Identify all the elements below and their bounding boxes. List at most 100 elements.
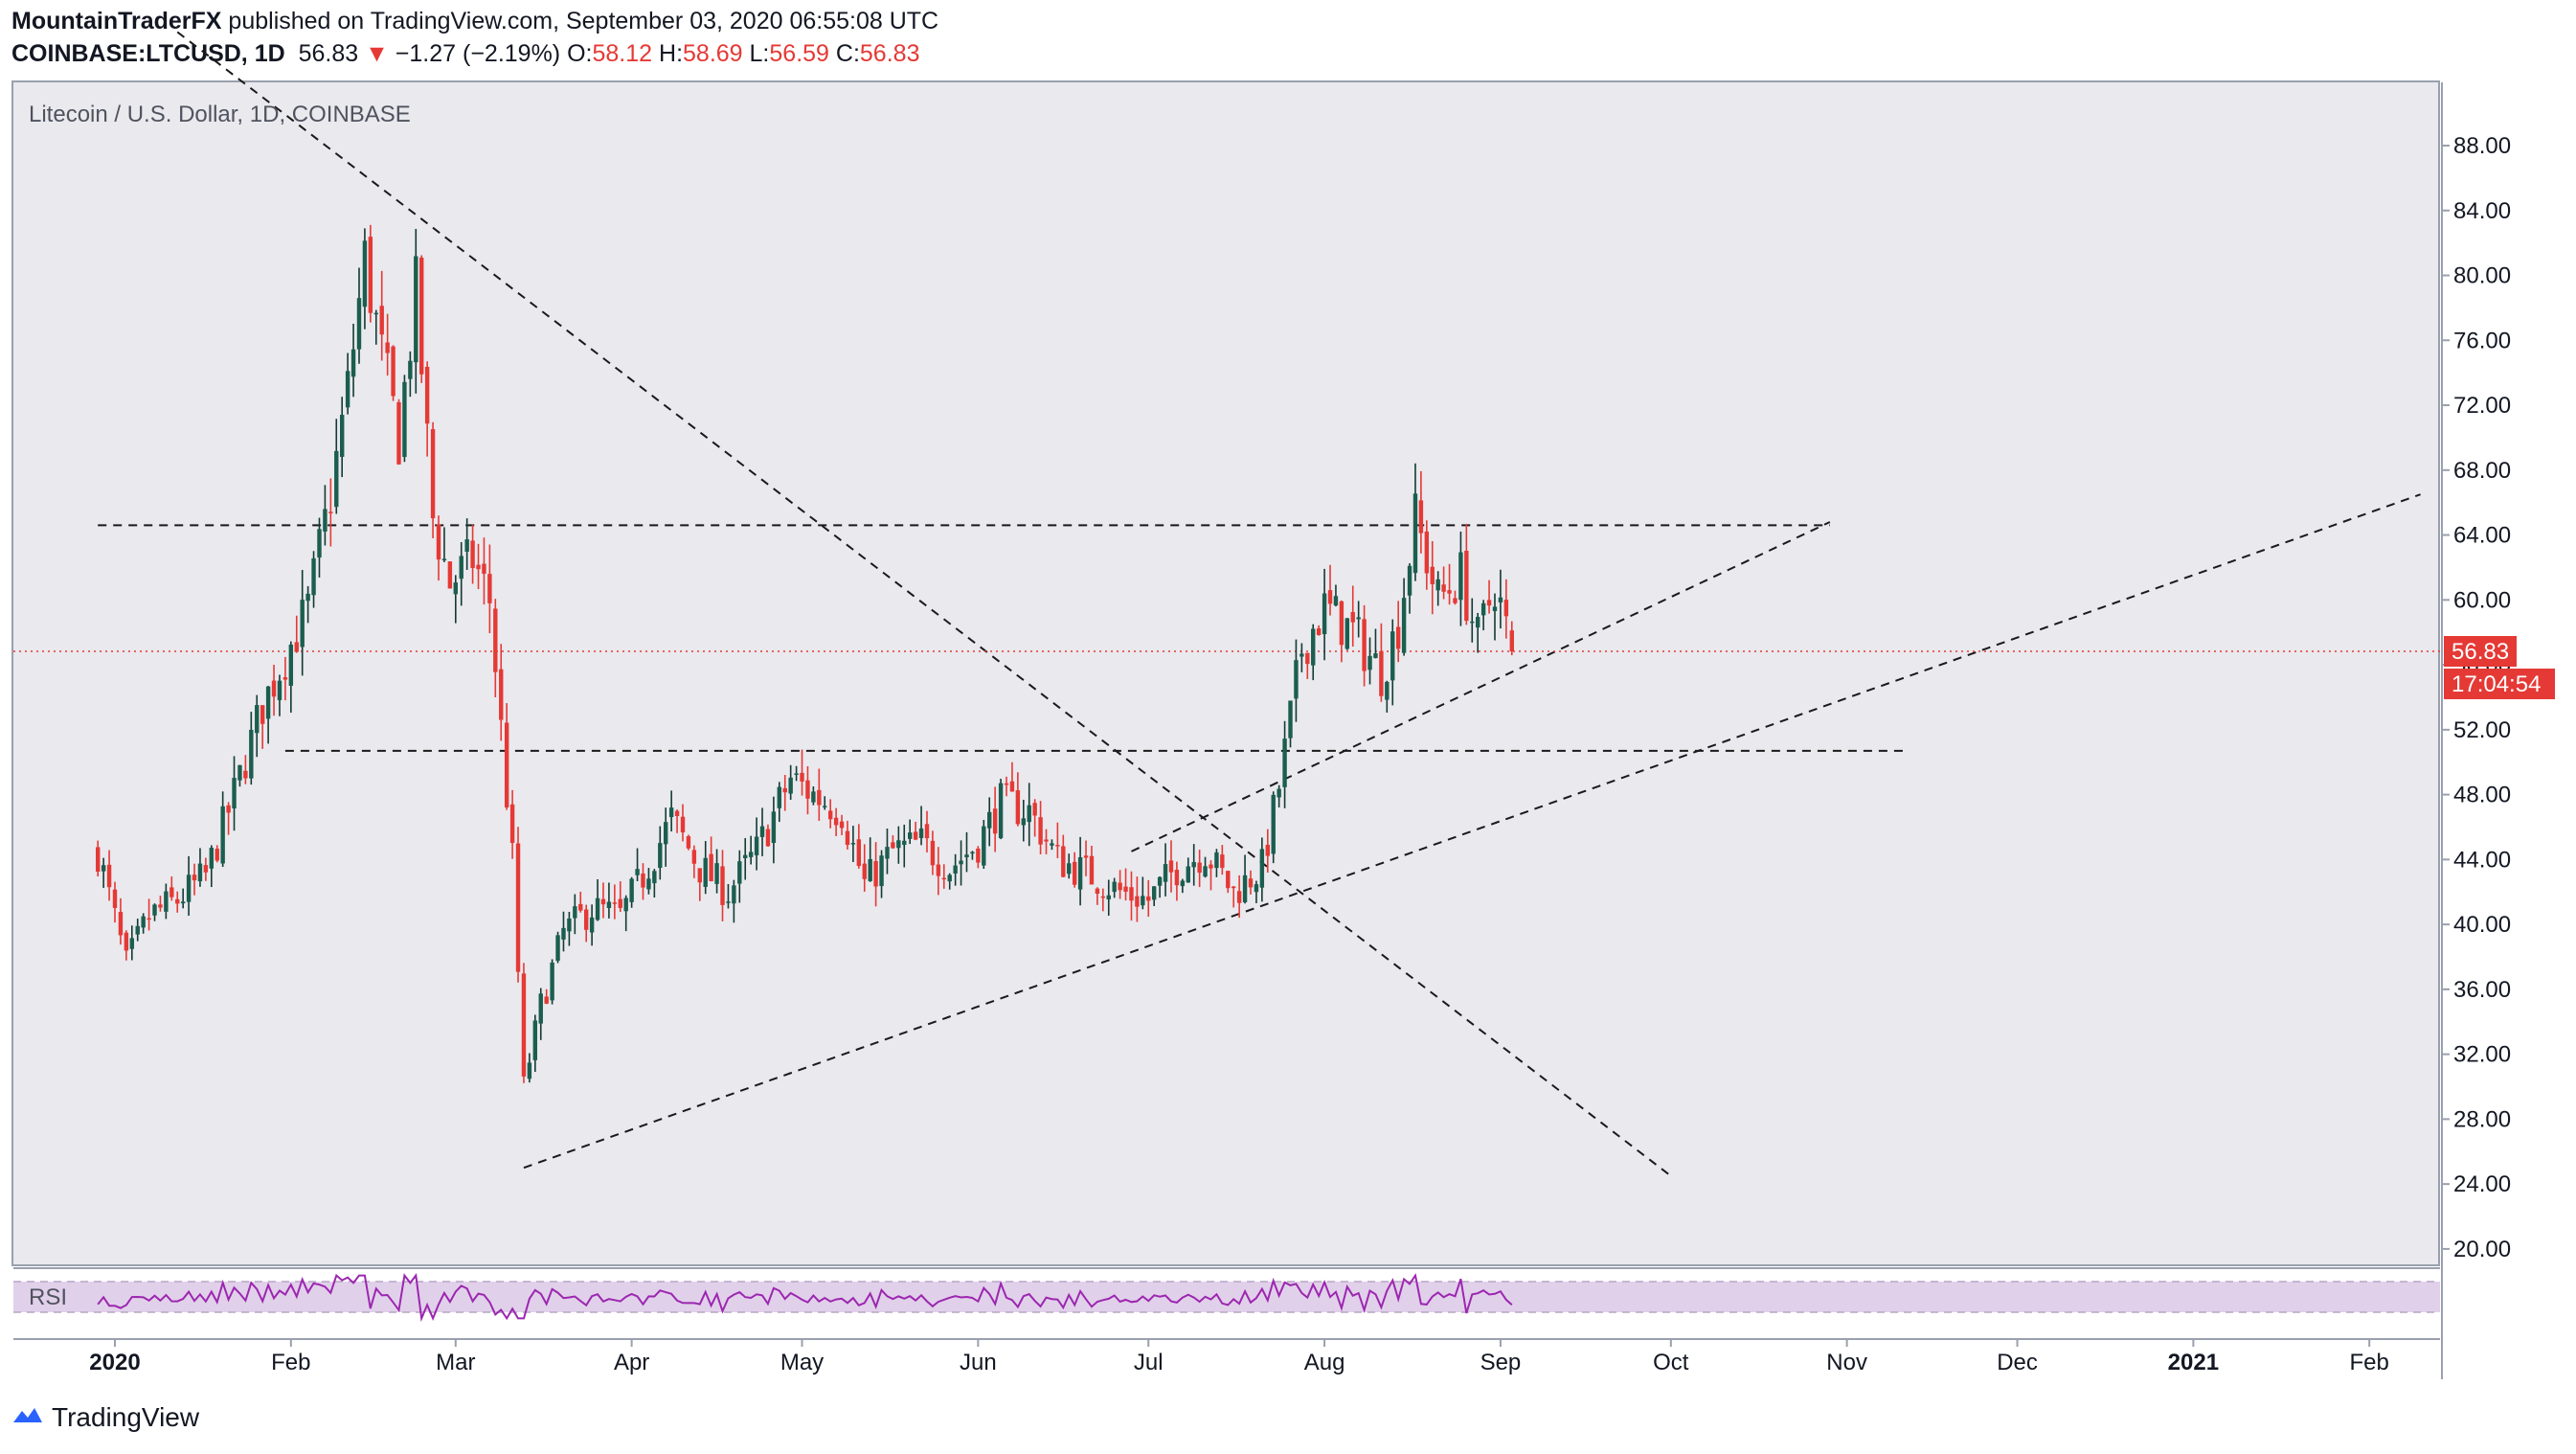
candle-body bbox=[1470, 621, 1475, 624]
candle-body bbox=[1476, 617, 1480, 628]
close-label: C: bbox=[835, 40, 860, 67]
candle-body bbox=[1015, 790, 1021, 825]
candle-body bbox=[777, 786, 782, 808]
candle-body bbox=[635, 869, 640, 875]
candle-body bbox=[1157, 876, 1163, 886]
drawn-lines[interactable] bbox=[13, 31, 2440, 1177]
x-tick-label: May bbox=[780, 1350, 824, 1375]
candle-body bbox=[476, 564, 481, 570]
candle-body bbox=[573, 906, 577, 919]
candle-body bbox=[493, 608, 498, 672]
candle-body bbox=[918, 828, 924, 838]
candle-body bbox=[373, 312, 378, 315]
candle-body bbox=[255, 705, 260, 734]
candle-body bbox=[845, 830, 850, 846]
candle-body bbox=[175, 898, 180, 904]
candle-body bbox=[1379, 650, 1384, 696]
candle-body bbox=[441, 558, 447, 560]
candle-body bbox=[1407, 565, 1412, 596]
candle-body bbox=[1203, 866, 1208, 877]
last-price-tag bbox=[2444, 636, 2517, 668]
candle-body bbox=[408, 360, 413, 379]
y-tick-label: 80.00 bbox=[2453, 263, 2511, 289]
price-axis[interactable]: 88.00 84.00 80.00 76.00 72.00 68.00 64.00 60.00… bbox=[2441, 82, 2511, 1379]
candle-body bbox=[532, 1020, 538, 1060]
time-axis[interactable]: 2020 Feb Mar Apr May Jun Jul Aug Sep Oct Nov Dec 202… bbox=[13, 1338, 2440, 1375]
candle-body bbox=[930, 840, 936, 866]
candle-body bbox=[623, 897, 628, 912]
candle-body bbox=[1146, 896, 1151, 901]
candle-body bbox=[419, 257, 424, 375]
candle-body bbox=[1503, 600, 1509, 617]
rsi-band bbox=[13, 1282, 2440, 1312]
candle-body bbox=[1395, 626, 1401, 649]
candle-body bbox=[839, 821, 845, 829]
candle-body bbox=[964, 854, 969, 858]
candle-body bbox=[732, 885, 736, 904]
candle-body bbox=[1288, 700, 1293, 738]
candle-body bbox=[1191, 861, 1196, 868]
candle-body bbox=[771, 811, 777, 843]
candle-body bbox=[414, 256, 418, 363]
candle-body bbox=[112, 889, 118, 908]
y-tick-label: 48.00 bbox=[2453, 783, 2511, 808]
candle-body bbox=[794, 773, 799, 775]
x-tick-label: Sep bbox=[1480, 1350, 1522, 1375]
y-tick-label: 32.00 bbox=[2453, 1042, 2511, 1068]
candle-body bbox=[1123, 886, 1128, 892]
candle-body bbox=[340, 415, 345, 458]
candle-body bbox=[1067, 863, 1072, 875]
last-price-tag-text: 56.83 bbox=[2452, 639, 2509, 665]
tradingview-logo-icon bbox=[13, 1408, 42, 1422]
candle-body bbox=[271, 680, 277, 697]
x-tick-label: Aug bbox=[1304, 1350, 1345, 1375]
candle-body bbox=[1180, 880, 1186, 887]
candle-body bbox=[1464, 551, 1469, 622]
candle-body bbox=[1385, 681, 1390, 700]
candle-body bbox=[453, 582, 458, 595]
y-tick-label: 64.00 bbox=[2453, 523, 2511, 549]
candle-body bbox=[334, 450, 339, 508]
candle-body bbox=[941, 877, 946, 880]
rsi-pane[interactable]: RSI bbox=[13, 1267, 2440, 1323]
candle-body bbox=[147, 918, 151, 920]
candle-body bbox=[186, 875, 192, 902]
candle-body bbox=[976, 848, 981, 863]
candle-body bbox=[1453, 598, 1457, 603]
tradingview-logo[interactable]: TradingView bbox=[11, 1402, 199, 1433]
open-value: 58.12 bbox=[592, 40, 653, 67]
candle-body bbox=[1480, 602, 1486, 616]
candle-body bbox=[317, 529, 322, 558]
y-tick-label: 68.00 bbox=[2453, 458, 2511, 484]
trendline bbox=[1131, 521, 1831, 852]
candle-body bbox=[1254, 884, 1259, 893]
candle-body bbox=[180, 901, 186, 904]
candle-body bbox=[1095, 888, 1100, 895]
down-arrow-icon: ▼ bbox=[365, 40, 389, 67]
y-tick-label: 36.00 bbox=[2453, 977, 2511, 1003]
candle-body bbox=[1021, 818, 1026, 826]
candle-body bbox=[1339, 601, 1344, 646]
candle-body bbox=[135, 925, 140, 935]
candle-body bbox=[1430, 566, 1435, 584]
candle-body bbox=[1089, 855, 1095, 885]
low-value: 56.59 bbox=[769, 40, 829, 67]
y-tick-label: 60.00 bbox=[2453, 587, 2511, 613]
candle-body bbox=[430, 429, 436, 519]
candle-body bbox=[998, 783, 1004, 839]
author-name[interactable]: MountainTraderFX bbox=[11, 8, 222, 34]
y-tick-label: 88.00 bbox=[2453, 133, 2511, 159]
candle-body bbox=[1106, 895, 1111, 900]
candle-body bbox=[873, 860, 878, 887]
candle-body bbox=[544, 996, 549, 1004]
candle-body bbox=[1350, 611, 1355, 623]
candle-body bbox=[368, 237, 373, 313]
candle-body bbox=[277, 680, 282, 700]
candle-body bbox=[1055, 845, 1060, 847]
candle-body bbox=[1401, 598, 1407, 653]
candle-body bbox=[1072, 861, 1077, 885]
candle-body bbox=[249, 729, 254, 779]
candles[interactable] bbox=[96, 224, 1514, 1083]
candle-body bbox=[294, 642, 299, 652]
